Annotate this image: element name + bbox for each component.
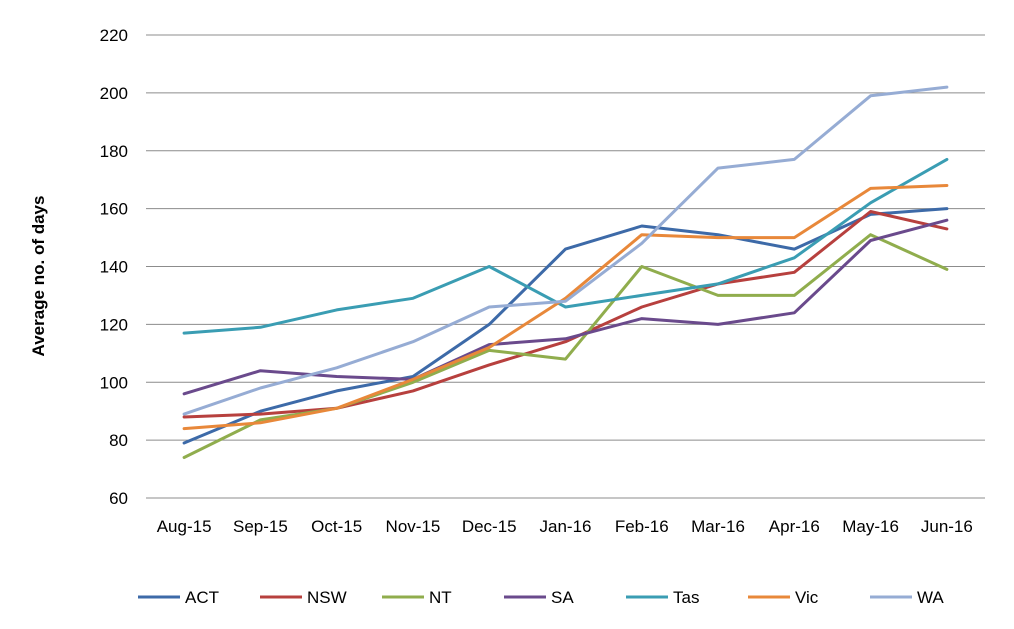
legend-label: WA <box>917 588 944 607</box>
x-axis-ticks: Aug-15 Sep-15 Oct-15 Nov-15 Dec-15 Jan-16 Feb-… <box>157 517 973 536</box>
legend-item-nt: NT <box>382 588 452 607</box>
legend-item-sa: SA <box>504 588 574 607</box>
y-tick-label: 80 <box>109 431 128 450</box>
y-tick-label: 120 <box>100 315 128 334</box>
series-line-wa <box>182 85 949 416</box>
y-tick-label: 220 <box>100 26 128 45</box>
x-tick-label: Aug-15 <box>157 517 212 536</box>
legend-item-nsw: NSW <box>260 588 347 607</box>
y-tick-label: 180 <box>100 142 128 161</box>
y-tick-label: 200 <box>100 84 128 103</box>
x-tick-label: Sep-15 <box>233 517 288 536</box>
legend-item-tas: Tas <box>626 588 699 607</box>
legend-label: Vic <box>795 588 819 607</box>
legend-label: ACT <box>185 588 219 607</box>
legend-item-vic: Vic <box>748 588 819 607</box>
x-tick-label: Feb-16 <box>615 517 669 536</box>
series-line-vic <box>182 184 949 431</box>
series-line-nsw <box>182 210 949 419</box>
series-lines <box>182 85 949 459</box>
series-line-act <box>182 207 949 445</box>
x-tick-label: Jan-16 <box>540 517 592 536</box>
y-axis-title: Average no. of days <box>29 196 48 357</box>
y-tick-label: 140 <box>100 258 128 277</box>
series-line-tas <box>182 157 949 335</box>
y-axis-ticks: 60 80 100 120 140 160 180 200 220 <box>100 26 128 508</box>
y-tick-label: 100 <box>100 373 128 392</box>
x-tick-label: Nov-15 <box>386 517 441 536</box>
x-tick-label: Jun-16 <box>921 517 973 536</box>
y-tick-label: 60 <box>109 489 128 508</box>
y-tick-label: 160 <box>100 200 128 219</box>
legend-item-act: ACT <box>138 588 219 607</box>
x-tick-label: Dec-15 <box>462 517 517 536</box>
legend-item-wa: WA <box>870 588 944 607</box>
x-tick-label: Oct-15 <box>311 517 362 536</box>
x-tick-label: Mar-16 <box>691 517 745 536</box>
x-tick-label: Apr-16 <box>769 517 820 536</box>
legend-label: SA <box>551 588 574 607</box>
legend-label: NSW <box>307 588 347 607</box>
legend: ACT NSW NT SA Tas Vic WA <box>138 588 944 607</box>
x-tick-label: May-16 <box>842 517 899 536</box>
legend-label: Tas <box>673 588 699 607</box>
series-line-nt <box>182 233 949 459</box>
legend-label: NT <box>429 588 452 607</box>
